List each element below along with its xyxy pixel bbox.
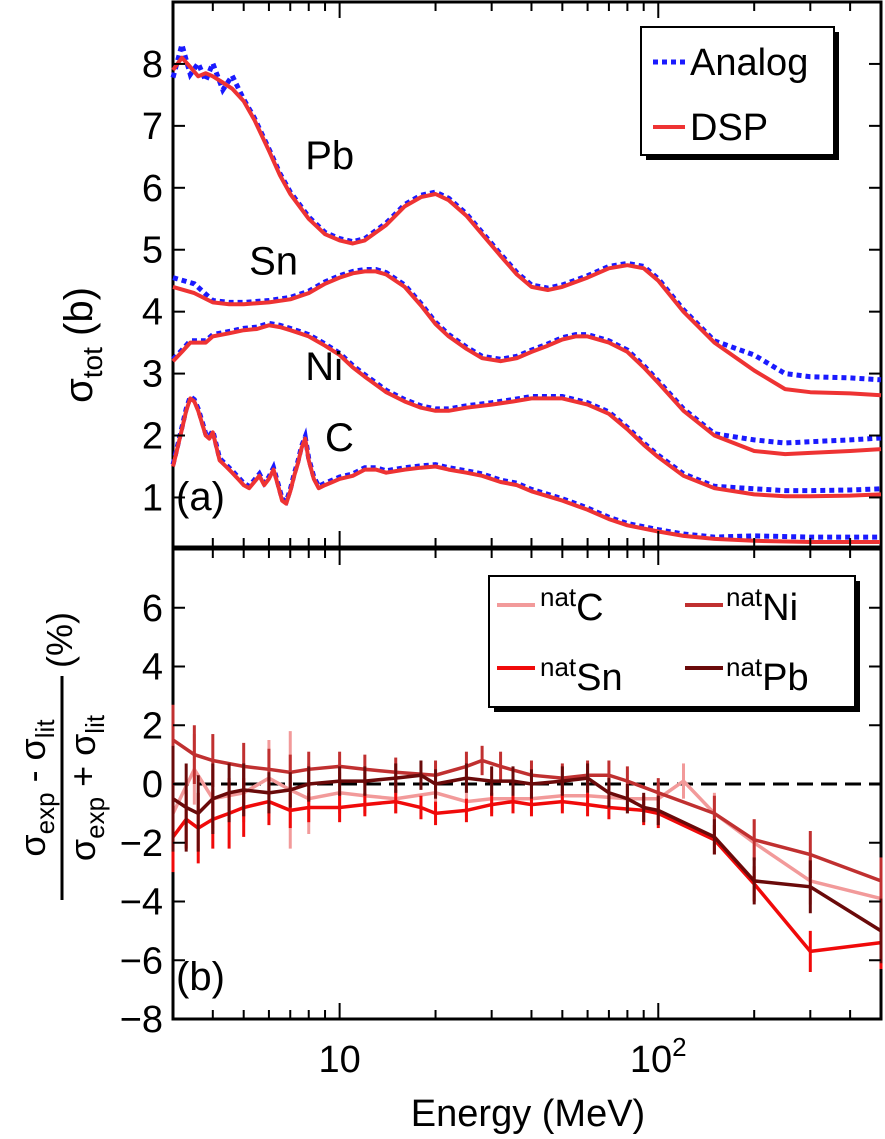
annotation-Pb: Pb [305,134,354,178]
natC-el: C [576,587,603,629]
legend-natNi-label: natNi [726,582,798,629]
legend-dsp-label: DSP [690,107,768,149]
y-tick-label: 1 [142,477,163,519]
den-op: + [62,756,103,797]
series-dsp-Ni [171,323,882,499]
natPb-el: Pb [762,657,808,699]
series-analog-Ni [171,320,882,494]
plot-frame [171,0,883,549]
ylabel-space [57,336,101,347]
panel-a-label: (a) [176,475,225,519]
panel-a-axes [171,0,883,549]
panel-a-series [170,35,882,544]
x-tick-label: 102 [630,1032,687,1081]
y-tick-label: 7 [142,106,163,148]
ylabel-denominator: σexp + σlit [62,714,110,861]
panel-b-legend: natC natNi natSn natPb [488,575,860,712]
num-b: σ [12,738,53,760]
series-dsp-Sn [172,269,882,457]
den-a-sub: exp [80,797,110,839]
legend-a-box [640,26,835,156]
x-axis-label: Energy (MeV) [411,1093,645,1135]
panel-b-label: (b) [176,955,225,999]
den-b: σ [62,734,103,756]
natSn-el: Sn [576,657,622,699]
den-a: σ [62,839,103,861]
legend-natSn-label: natSn [540,652,623,699]
series-natC [171,765,882,901]
series-natPb [172,773,882,933]
annotation-Sn: Sn [249,240,298,284]
panel-a: 1 2 3 4 5 6 7 8 (a) Pb Sn Ni C σtot (b) Analog DSP [57,0,883,549]
y-tick-label: 4 [142,647,163,689]
panel-b-series [171,704,883,972]
series-analog-C [170,392,881,540]
natC-sup: nat [540,582,577,612]
y-tick-label: −6 [120,940,163,982]
y-tick-label: −2 [120,823,163,865]
y-tick-label: −8 [120,999,163,1041]
y-tick-label: −4 [120,882,163,924]
panel-a-annotations: Pb Sn Ni C [249,134,354,460]
ylabel-sub: tot [77,347,108,378]
x-axis-ticks: 10 102 [172,2,882,1081]
natNi-el: Ni [762,587,798,629]
legend-b-box [488,575,856,708]
series-dsp-Pb [171,55,882,398]
panel-b-ylabel: σexp - σlit σexp + σlit (%) [12,612,110,900]
series-analog-Sn [172,267,882,446]
x-tick-label: 10 [318,1039,360,1081]
legend-analog-label: Analog [690,42,808,84]
annotation-Ni: Ni [305,345,343,389]
ylabel-sigma: σ [57,378,101,403]
y-tick-label: 4 [142,292,163,334]
series-dsp-C [171,396,881,544]
num-a: σ [12,834,53,856]
y-tick-label: 0 [142,764,163,806]
y-tick-label: 6 [142,168,163,210]
legend-natC-label: natC [540,582,604,629]
y-tick-label: 5 [142,230,163,272]
num-op: - [12,760,53,792]
num-b-sub: lit [30,719,60,739]
y-tick-label: 2 [142,705,163,747]
ylabel-unit: (%) [39,612,80,668]
den-b-sub: lit [80,714,110,734]
num-a-sub: exp [30,792,60,834]
y-tick-label: 8 [142,44,163,86]
panel-a-legend: Analog DSP [640,26,839,160]
y-tick-label: 3 [142,354,163,396]
natPb-sup: nat [726,652,763,682]
ylabel-numerator: σexp - σlit [12,719,60,857]
natSn-sup: nat [540,652,577,682]
panel-b-y-ticks: −8 −6 −4 −2 0 2 4 6 [120,588,881,1041]
ylabel-unit: (b) [57,287,101,336]
y-tick-label: 2 [142,416,163,458]
y-tick-label: 6 [142,588,163,630]
legend-natPb-label: natPb [726,652,809,699]
annotation-C: C [325,416,354,460]
panel-a-y-ticks: 1 2 3 4 5 6 7 8 [142,44,881,519]
series-natNi [172,738,882,883]
natNi-sup: nat [726,582,763,612]
series-natSn [171,799,882,954]
panel-a-ylabel: σtot (b) [57,287,108,403]
